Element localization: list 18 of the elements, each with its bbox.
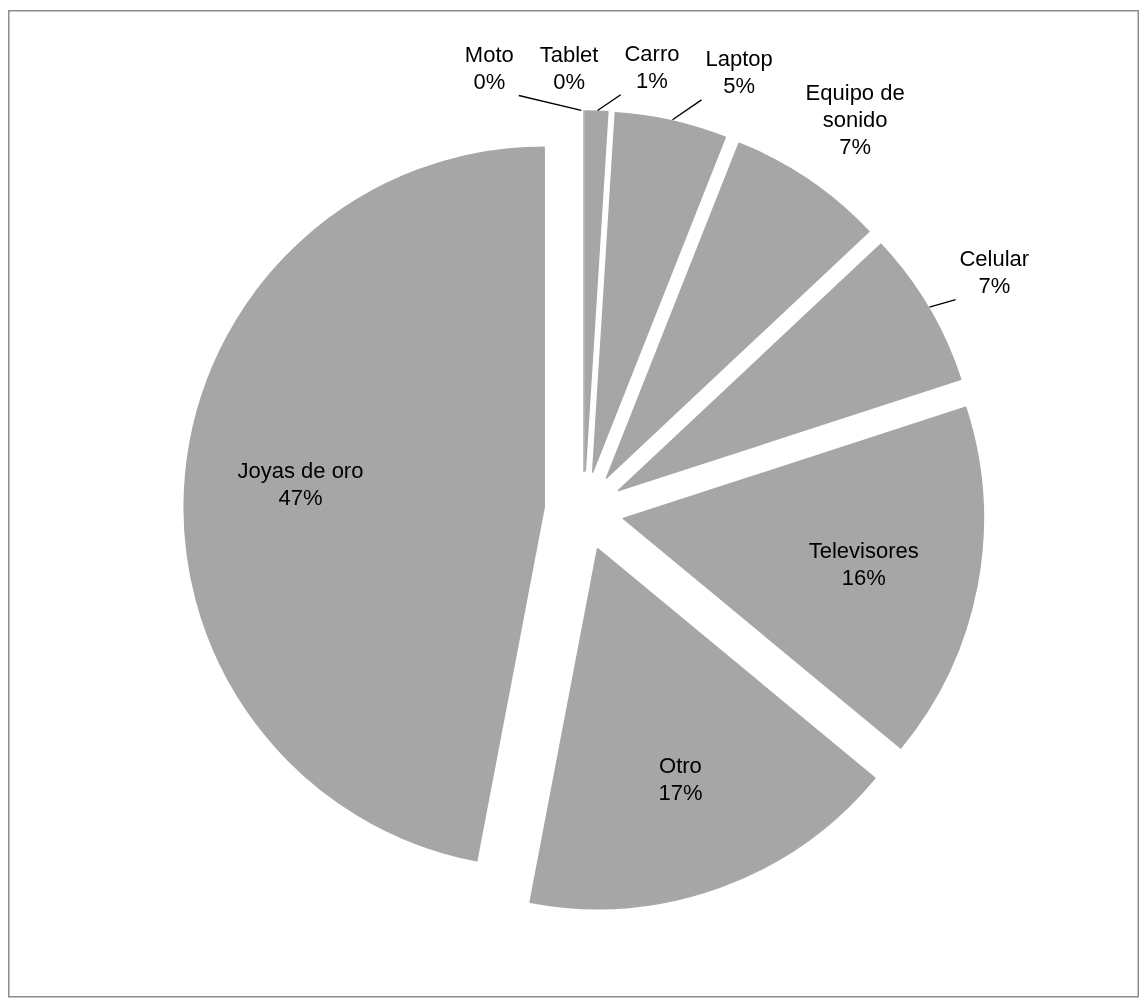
- slice-label: Carro: [624, 41, 680, 67]
- data-label: 5%: [723, 73, 756, 99]
- slice-label: Televisores: [808, 538, 919, 564]
- data-label: 17%: [658, 780, 703, 806]
- data-label: 1%: [636, 68, 668, 94]
- slice-label: Laptop: [705, 46, 773, 72]
- text: 0%: [553, 69, 585, 95]
- data-label: 7%: [839, 134, 872, 160]
- data-label: 7%: [978, 273, 1011, 299]
- slice-label: Celular: [959, 246, 1030, 272]
- slice-label: Otro: [659, 753, 702, 779]
- data-label: 47%: [278, 485, 323, 511]
- text: 0%: [473, 69, 506, 95]
- slice-label: Equipo de sonido: [805, 80, 905, 133]
- category-label: Tablet: [539, 42, 599, 68]
- slice-label: Joyas de oro: [237, 458, 364, 484]
- category-label: Moto: [464, 42, 514, 68]
- data-label: 16%: [841, 565, 886, 591]
